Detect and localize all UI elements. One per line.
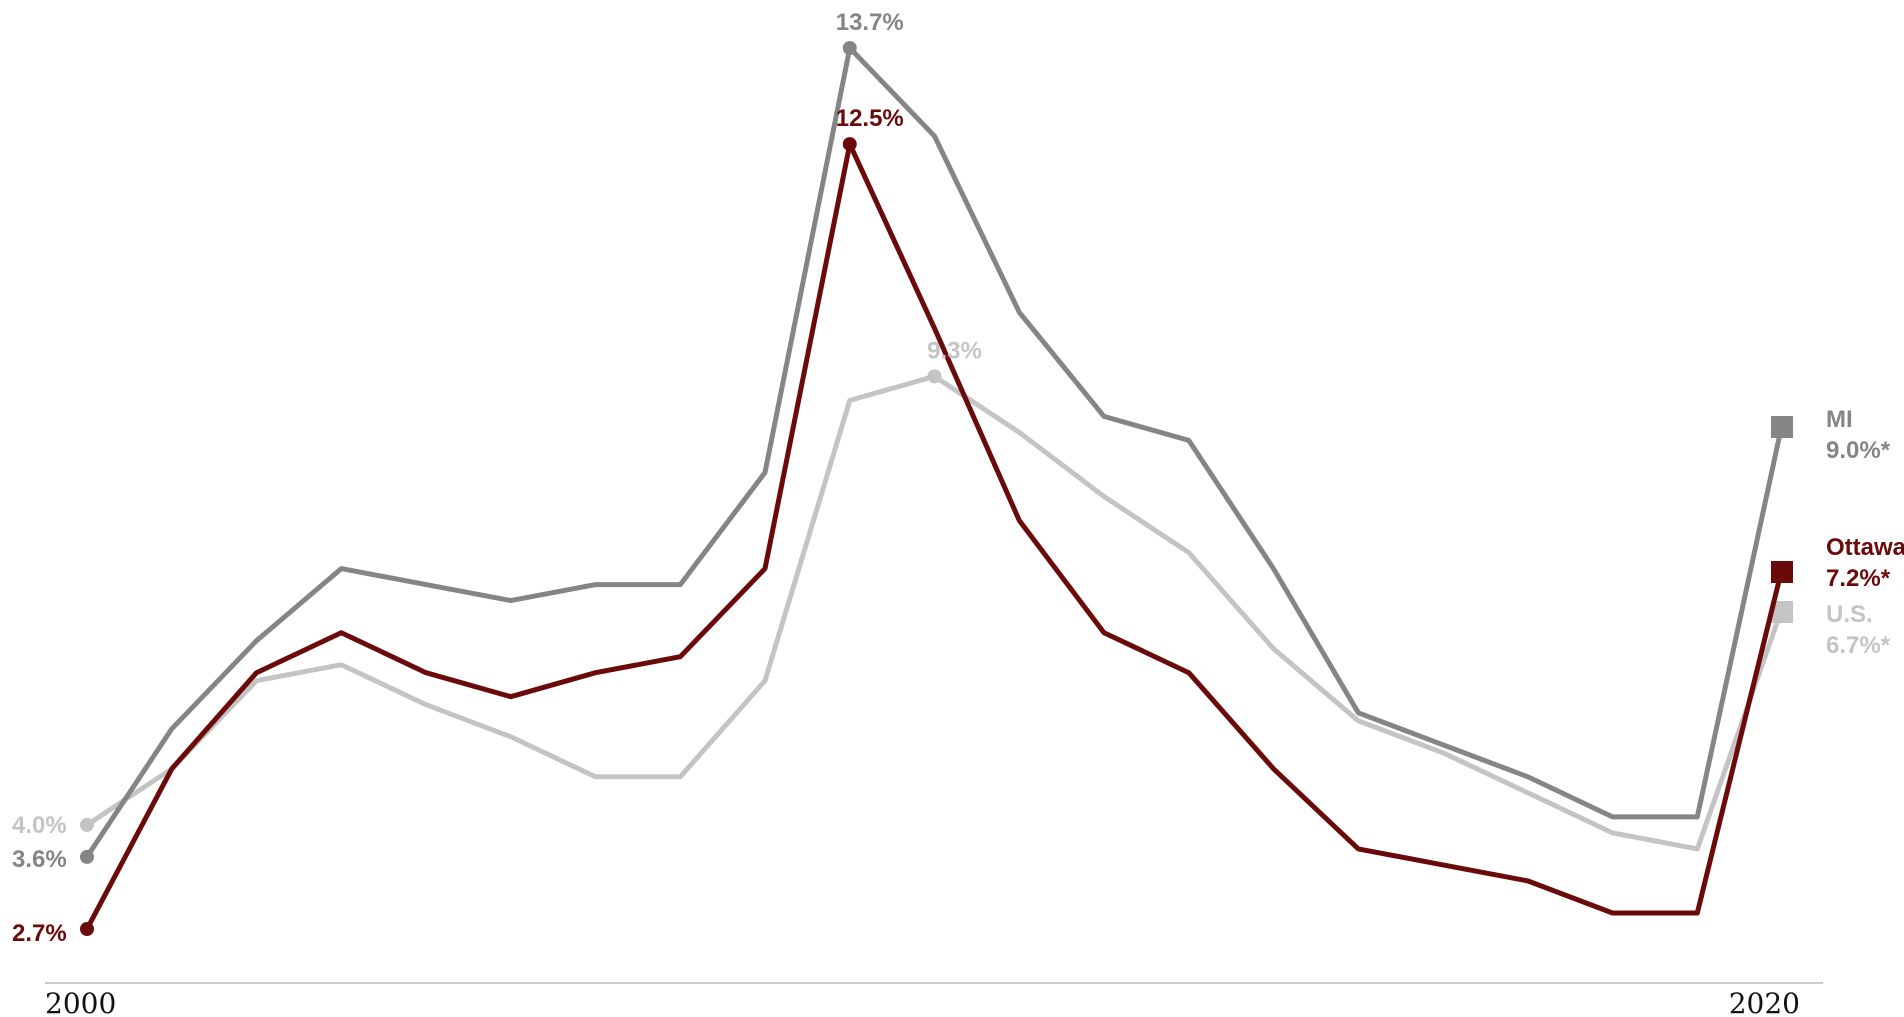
peak-dot-mi — [842, 41, 857, 55]
series-layer — [80, 41, 1793, 936]
label-layer: 4.0% 9.3% U.S. 6.7%* 3.6% 13.7% MI 9.0%* 2.7% 12.… — [12, 9, 1904, 947]
peak-dot-u-s — [927, 369, 942, 384]
start-label-u-s: 4.0% — [12, 812, 67, 839]
series-line-mi — [84, 45, 1785, 860]
end-marker-ottawa — [1771, 561, 1793, 583]
start-dot-u-s — [80, 817, 94, 832]
end-value-ottawa: 7.2%* — [1826, 565, 1891, 592]
start-label-ottawa: 2.7% — [12, 920, 67, 947]
end-name-ottawa: Ottawa — [1826, 534, 1904, 561]
x-tick-start: 2000 — [45, 987, 116, 1017]
start-dot-mi — [80, 849, 94, 864]
peak-label-ottawa: 12.5% — [836, 105, 904, 132]
x-tick-end: 2020 — [1729, 987, 1800, 1017]
end-marker-mi — [1771, 416, 1793, 438]
start-label-mi: 3.6% — [12, 846, 67, 873]
start-dot-ottawa — [80, 922, 94, 936]
peak-label-mi: 13.7% — [836, 9, 904, 36]
end-value-mi: 9.0%* — [1826, 437, 1891, 464]
end-name-mi: MI — [1826, 406, 1853, 433]
end-marker-u-s — [1771, 601, 1793, 623]
end-value-u-s: 6.7%* — [1826, 632, 1891, 659]
series-line-ottawa — [84, 141, 1785, 932]
peak-label-u-s: 9.3% — [927, 337, 982, 364]
peak-dot-ottawa — [842, 137, 857, 152]
end-name-u-s: U.S. — [1826, 601, 1873, 628]
